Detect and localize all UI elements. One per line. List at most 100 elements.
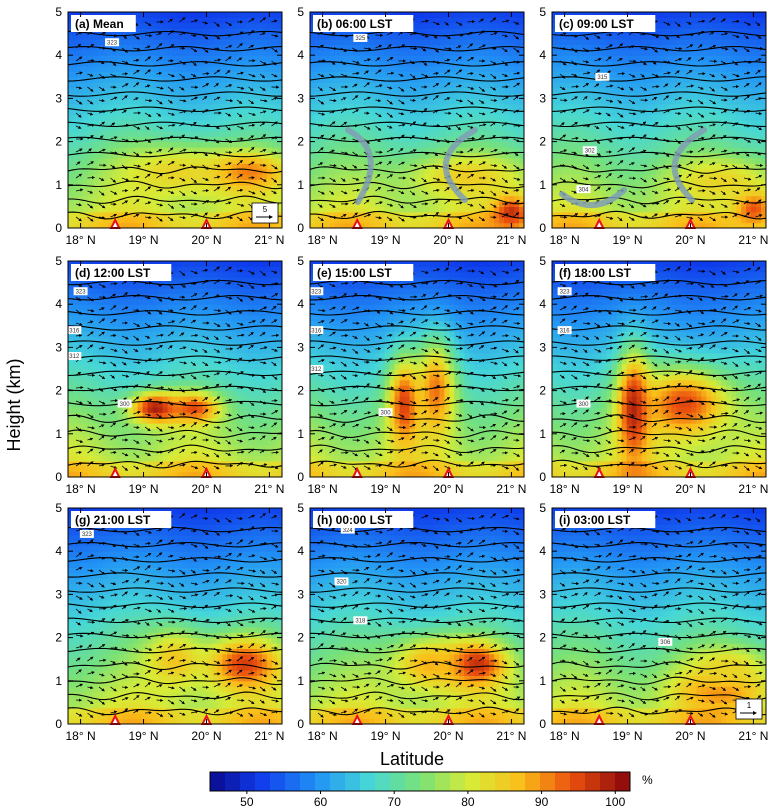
- x-tick-label: 20° N: [191, 482, 221, 496]
- x-tick-label: 20° N: [675, 482, 705, 496]
- contour-label: 316: [69, 328, 80, 334]
- x-tick-label: 21° N: [254, 482, 284, 496]
- colorbar-segment: [330, 772, 346, 791]
- contour-label: 323: [76, 289, 87, 295]
- contour-label-box: [576, 399, 591, 408]
- panel-label: (c) 09:00 LST: [559, 17, 634, 31]
- contour-label-box: [658, 637, 673, 646]
- colorbar-tick-label: 90: [535, 795, 549, 809]
- panel-4: 323 316 312 300 (d) 12:00 LST 0 1 2 3 4 5 18° N 19° …: [55, 254, 284, 496]
- contour-label-box: [334, 577, 349, 586]
- contour-label-box: [557, 287, 572, 296]
- panel-label: (i) 03:00 LST: [559, 513, 631, 527]
- y-tick-label: 0: [539, 221, 546, 235]
- colorbar-segment: [555, 772, 571, 791]
- y-tick-label: 0: [539, 470, 546, 484]
- colorbar-segment: [300, 772, 316, 791]
- y-tick-label: 4: [539, 544, 546, 558]
- x-tick-label: 21° N: [738, 482, 768, 496]
- panel-label-box: [313, 511, 414, 528]
- panel-label-box: [71, 15, 136, 32]
- colorbar-segment: [360, 772, 376, 791]
- x-tick-label: 21° N: [738, 233, 768, 247]
- contour-label-box: [582, 146, 597, 155]
- y-tick-label: 5: [297, 501, 304, 515]
- y-tick-label: 0: [297, 221, 304, 235]
- x-tick-label: 19° N: [128, 482, 158, 496]
- colorbar-segment: [615, 772, 631, 791]
- colorbar-tick-label: 80: [461, 795, 475, 809]
- panel-7: 323 (g) 21:00 LST 0 1 2 3 4 5 18° N 19° N 20° N 21°…: [55, 501, 284, 743]
- rh-field: 323 316 312 300: [310, 261, 524, 477]
- colorbar-frame: [209, 771, 631, 792]
- contour-label: 316: [560, 328, 571, 334]
- panel-label-box: [313, 15, 414, 32]
- colorbar-segment: [585, 772, 601, 791]
- y-tick-label: 3: [539, 340, 546, 354]
- contour-label: 315: [597, 75, 608, 81]
- contour-label-box: [576, 185, 591, 194]
- x-tick-label: 19° N: [128, 233, 158, 247]
- colorbar-segment: [570, 772, 586, 791]
- y-tick-label: 2: [539, 631, 546, 645]
- y-tick-label: 2: [297, 631, 304, 645]
- reference-vector-label: 5: [263, 205, 268, 214]
- x-tick-label: 21° N: [254, 233, 284, 247]
- panel-label: (g) 21:00 LST: [75, 513, 151, 527]
- x-tick-label: 19° N: [370, 482, 400, 496]
- y-tick-label: 5: [297, 254, 304, 268]
- x-tick-label: 18° N: [308, 729, 338, 743]
- panel-label-box: [555, 264, 656, 281]
- contour-label-box: [595, 72, 610, 81]
- panel-label: (e) 15:00 LST: [317, 266, 392, 280]
- colorbar-segment: [255, 772, 271, 791]
- y-tick-label: 3: [539, 91, 546, 105]
- colorbar-segment: [375, 772, 391, 791]
- contour-label: 306: [660, 640, 671, 646]
- x-tick-label: 21° N: [496, 233, 526, 247]
- colorbar-segment: [495, 772, 511, 791]
- y-tick-label: 1: [539, 674, 546, 688]
- panel-9: 306 (i) 03:00 LST 1 0 1 2 3 4 5 18° N 19° N 20° N 21…: [539, 501, 768, 743]
- x-tick-label: 19° N: [128, 729, 158, 743]
- contour-label: 316: [311, 328, 322, 334]
- contour-label-box: [117, 399, 132, 408]
- x-tick-label: 20° N: [433, 233, 463, 247]
- y-tick-label: 4: [297, 544, 304, 558]
- contour-label: 324: [343, 528, 354, 534]
- contour-label-box: [340, 525, 355, 534]
- rh-field: 323 316 300: [552, 261, 766, 477]
- colorbar-segment: [510, 772, 526, 791]
- y-tick-label: 0: [55, 221, 62, 235]
- contour-label-box: [378, 408, 393, 417]
- panel-label: (f) 18:00 LST: [559, 266, 632, 280]
- contour-label-box: [310, 287, 324, 296]
- panel-label: (a) Mean: [75, 17, 124, 31]
- circulation-arrow: [559, 187, 627, 209]
- contour-label: 323: [107, 40, 118, 46]
- contour-label: 325: [355, 36, 366, 42]
- x-tick-label: 19° N: [612, 233, 642, 247]
- y-tick-label: 3: [297, 340, 304, 354]
- y-tick-label: 3: [297, 587, 304, 601]
- contour-label-box: [557, 326, 572, 335]
- x-tick-label: 21° N: [496, 729, 526, 743]
- y-tick-label: 4: [297, 297, 304, 311]
- contour-label: 312: [311, 367, 322, 373]
- contour-label: 312: [69, 354, 80, 360]
- panel-frame: [67, 507, 283, 725]
- rh-field: 325: [310, 12, 524, 228]
- y-tick-label: 1: [55, 674, 62, 688]
- colorbar-segment: [285, 772, 301, 791]
- x-axis-title: Latitude: [380, 749, 444, 769]
- panel-label-box: [313, 264, 414, 281]
- y-tick-label: 4: [297, 48, 304, 62]
- x-tick-label: 20° N: [433, 729, 463, 743]
- x-tick-label: 20° N: [191, 233, 221, 247]
- panel-frame: [309, 507, 525, 725]
- panel-label: (h) 00:00 LST: [317, 513, 393, 527]
- panel-frame: [309, 260, 525, 478]
- y-tick-label: 1: [539, 427, 546, 441]
